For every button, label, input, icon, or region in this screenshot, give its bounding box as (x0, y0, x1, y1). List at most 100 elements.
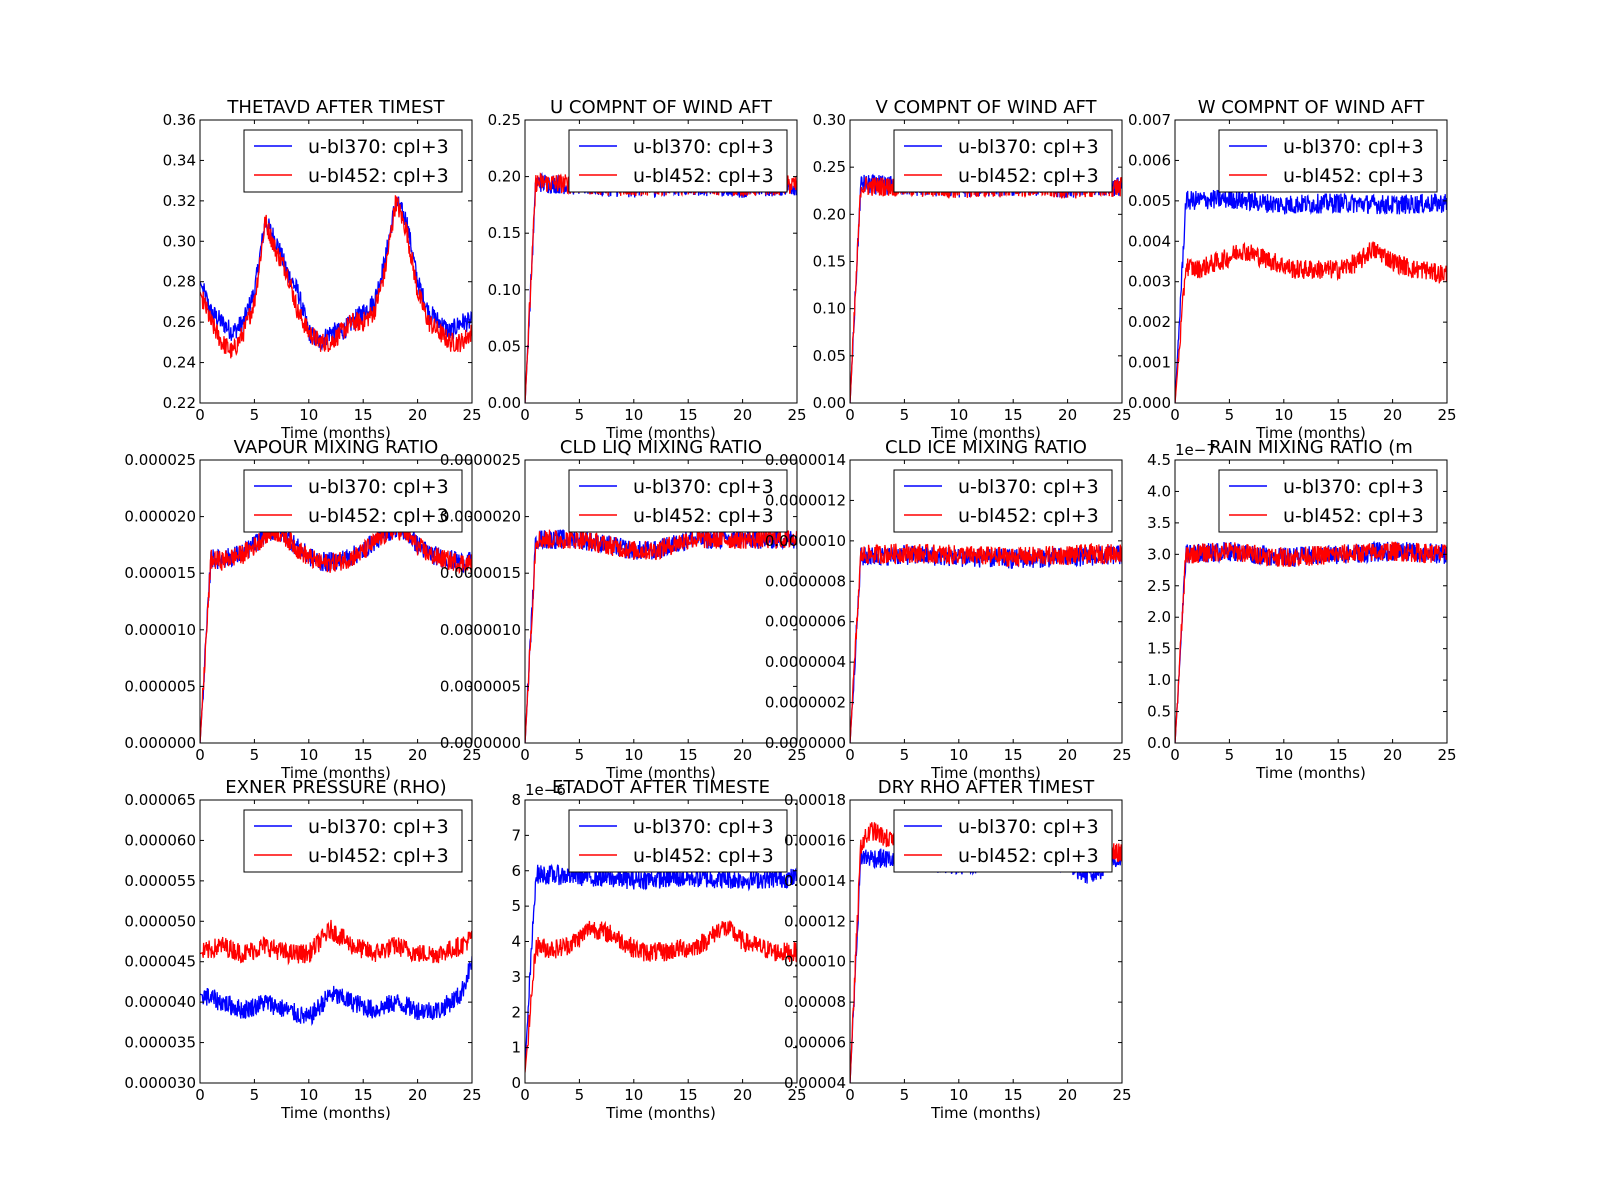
x-tick-label: 5 (575, 1086, 585, 1104)
axes-frame (199, 459, 473, 744)
legend: u-bl370: cpl+3 u-bl452: cpl+3 (1218, 469, 1438, 533)
y-tick-label: 0.001 (1128, 354, 1171, 372)
subplot-8: 0 5 10 15 20 25 0.0 0.5 1.0 1.5 2.0 2.5 3.0 3.5 4.0 4.5… (1147, 437, 1456, 782)
x-tick-label: 15 (354, 406, 373, 424)
x-tick-label: 25 (787, 1086, 806, 1104)
y-tick-label: 1.5 (1147, 640, 1171, 658)
y-tick-label: 0.006 (1128, 151, 1171, 169)
legend-label: u-bl452: cpl+3 (308, 505, 449, 527)
subplot-title: CLD ICE MIXING RATIO (885, 437, 1087, 458)
legend-label: u-bl452: cpl+3 (633, 505, 774, 527)
x-tick-label: 25 (787, 406, 806, 424)
y-tick-label: 0.000055 (124, 872, 196, 890)
legend-label: u-bl370: cpl+3 (633, 136, 774, 158)
subplot-title: U COMPNT OF WIND AFT (550, 97, 773, 118)
legend-label: u-bl370: cpl+3 (308, 476, 449, 498)
y-tick-label: 0.0000015 (440, 564, 521, 582)
y-tick-label: 0 (511, 1074, 521, 1092)
y-tick-label: 0.0000005 (440, 677, 521, 695)
x-tick-label: 20 (1383, 406, 1402, 424)
y-tick-label: 0.00012 (784, 912, 846, 930)
legend-box (568, 129, 788, 193)
x-tick-label: 20 (408, 746, 427, 764)
series-line-2 (525, 920, 797, 1073)
y-tick-label: 0.00008 (784, 993, 846, 1011)
y-tick-label: 2.0 (1147, 608, 1171, 626)
x-tick-label: 5 (900, 406, 910, 424)
y-tick-label: 4 (511, 933, 521, 951)
y-tick-label: 0.10 (813, 300, 846, 318)
x-tick-label: 5 (250, 406, 260, 424)
legend-label: u-bl452: cpl+3 (308, 845, 449, 867)
y-tick-label: 0.000060 (124, 831, 196, 849)
legend-box (243, 129, 463, 193)
x-tick-label: 5 (575, 746, 585, 764)
x-axis-label: Time (months) (280, 424, 391, 442)
y-tick-label: 3.0 (1147, 545, 1171, 563)
y-tick-label: 0.32 (163, 192, 196, 210)
y-tick-label: 0.15 (813, 253, 846, 271)
x-tick-label: 10 (624, 746, 643, 764)
x-tick-label: 15 (679, 746, 698, 764)
subplot-11: 0 5 10 15 20 250.000040.000060.000080.000100.… (784, 777, 1132, 1122)
x-tick-label: 20 (408, 406, 427, 424)
y-tick-label: 0.0000025 (440, 451, 521, 469)
y-tick-label: 0.00018 (784, 791, 846, 809)
y-tick-label: 0.000045 (124, 953, 196, 971)
x-tick-label: 0 (845, 1086, 855, 1104)
y-tick-label: 0.0000000 (440, 734, 521, 752)
y-tick-label: 0.24 (163, 354, 196, 372)
y-tick-label: 0.0 (1147, 734, 1171, 752)
x-tick-label: 25 (1112, 406, 1131, 424)
y-tick-label: 0.22 (163, 394, 196, 412)
y-tick-label: 4.0 (1147, 482, 1171, 500)
x-tick-label: 25 (1112, 1086, 1131, 1104)
x-tick-label: 15 (1329, 406, 1348, 424)
legend-label: u-bl370: cpl+3 (633, 476, 774, 498)
x-axis-label: Time (months) (280, 1104, 391, 1122)
legend-label: u-bl452: cpl+3 (1283, 165, 1424, 187)
legend-label: u-bl452: cpl+3 (958, 845, 1099, 867)
axes-frame (1174, 459, 1448, 744)
legend: u-bl370: cpl+3 u-bl452: cpl+3 (243, 809, 463, 873)
subplot-4: 0 5 10 15 20 25 0.000 0.001 0.002 0.003 0.004 0.005… (1128, 97, 1457, 442)
subplot-title: THETAVD AFTER TIMEST (226, 97, 445, 118)
x-tick-label: 15 (1004, 1086, 1023, 1104)
x-tick-label: 0 (520, 406, 530, 424)
legend-box (243, 809, 463, 873)
y-tick-label: 0.30 (813, 111, 846, 129)
x-axis-label: Time (months) (1255, 764, 1366, 782)
series-line-2 (525, 527, 797, 743)
series-line-2 (200, 519, 472, 743)
x-tick-label: 25 (462, 406, 481, 424)
x-tick-label: 0 (520, 746, 530, 764)
legend: u-bl370: cpl+3 u-bl452: cpl+3 (243, 469, 463, 533)
x-axis-label: Time (months) (930, 764, 1041, 782)
y-tick-label: 0.000040 (124, 993, 196, 1011)
x-tick-label: 25 (1112, 746, 1131, 764)
series-line-2 (850, 542, 1122, 743)
x-tick-label: 0 (195, 746, 205, 764)
series-line-2 (1175, 241, 1447, 403)
y-tick-label: 0.000030 (124, 1074, 196, 1092)
x-tick-label: 25 (1437, 746, 1456, 764)
x-tick-label: 10 (1274, 406, 1293, 424)
x-tick-label: 10 (1274, 746, 1293, 764)
series-line-1 (200, 956, 472, 1027)
legend-label: u-bl370: cpl+3 (308, 816, 449, 838)
x-tick-label: 5 (900, 1086, 910, 1104)
x-tick-label: 10 (949, 1086, 968, 1104)
legend-box (568, 809, 788, 873)
y-tick-label: 0.005 (1128, 192, 1171, 210)
axes-frame (524, 119, 798, 404)
y-tick-label: 0.0000010 (765, 532, 846, 550)
x-tick-label: 20 (1058, 406, 1077, 424)
legend: u-bl370: cpl+3 u-bl452: cpl+3 (893, 129, 1113, 193)
legend: u-bl370: cpl+3 u-bl452: cpl+3 (243, 129, 463, 193)
y-tick-label: 2.5 (1147, 577, 1171, 595)
x-tick-label: 20 (733, 746, 752, 764)
axis-exponent-label: 1e−7 (1175, 441, 1216, 459)
x-axis-label: Time (months) (605, 764, 716, 782)
y-tick-label: 6 (511, 862, 521, 880)
y-tick-label: 2 (511, 1003, 521, 1021)
